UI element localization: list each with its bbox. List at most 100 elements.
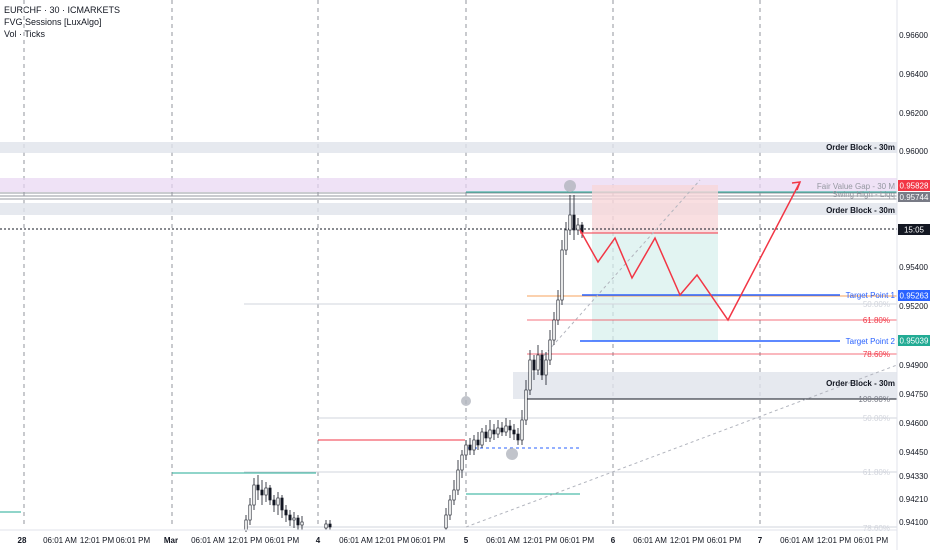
candle-body (276, 497, 280, 506)
time-label: 06:01 AM (191, 536, 225, 545)
time-label: 12:01 PM (523, 536, 558, 545)
order-block-low-zone (513, 372, 897, 399)
time-label: 06:01 AM (780, 536, 814, 545)
current-price-value: 0.95828 (900, 182, 929, 191)
time-label: 5 (464, 536, 469, 545)
symbol-title[interactable]: EURCHF · 30 · ICMARKETS (4, 5, 121, 15)
candle-body (280, 497, 284, 511)
candle-body (324, 523, 328, 529)
candle-body (540, 354, 544, 376)
projection-arrow-head (791, 181, 802, 191)
fib-50-top-label: 50.00% (863, 300, 890, 309)
candle-body (268, 487, 272, 501)
time-label: 06:01 AM (43, 536, 77, 545)
candle-body (476, 439, 480, 446)
fvg-label: Fair Value Gap - 30 M (817, 182, 895, 191)
candle-body (444, 514, 448, 529)
time-label: Mar (164, 536, 178, 545)
swing-marker-low (506, 448, 518, 460)
price-tick: 0.94900 (899, 361, 928, 370)
time-label: 12:01 PM (817, 536, 852, 545)
indicator-title[interactable]: FVG Sessions [LuxAlgo] (4, 17, 102, 27)
candle-body (328, 523, 332, 528)
fib-lines (244, 295, 897, 528)
order-block-mid-label: Order Block - 30m (826, 206, 895, 215)
price-tick: 0.94450 (899, 448, 928, 457)
price-tick: 0.96000 (899, 147, 928, 156)
candle-body (580, 224, 584, 233)
fib-50-low-label: 50.00% (863, 414, 890, 423)
time-label: 06:01 PM (707, 536, 742, 545)
price-tick: 0.94600 (899, 419, 928, 428)
fib-786-low-label: 78.60% (863, 524, 890, 533)
candle-body (548, 339, 552, 361)
countdown-value: 15:05 (904, 226, 925, 235)
candle-body (448, 499, 452, 516)
projection-path[interactable] (579, 181, 801, 322)
time-label: 06:01 AM (633, 536, 667, 545)
target2-price-tag (898, 335, 930, 346)
time-label: 12:01 PM (80, 536, 115, 545)
target-point-1-label[interactable]: Target Point 1 (846, 291, 896, 300)
candle-body (264, 487, 268, 496)
trend-line-dashed (465, 364, 898, 528)
candle-body (552, 319, 556, 341)
candle-body (496, 427, 500, 435)
trend-line-dashed-2 (539, 179, 701, 361)
swing-high-marker (564, 180, 576, 192)
chart-legend: EURCHF · 30 · ICMARKETS FVG Sessions [Lu… (4, 4, 120, 40)
candle-body (460, 454, 464, 471)
candle-body (452, 489, 456, 501)
time-label: 7 (758, 536, 763, 545)
time-label: 12:01 PM (228, 536, 263, 545)
time-label: 06:01 PM (116, 536, 151, 545)
time-label: 06:01 PM (411, 536, 446, 545)
candle-body (252, 484, 256, 506)
time-label: 4 (316, 536, 321, 545)
price-tick: 0.94100 (899, 518, 928, 527)
price-axis[interactable]: 0.96600 0.96400 0.96200 0.96000 0.95400 … (896, 0, 930, 550)
countdown-tag (898, 224, 930, 235)
candle-body (576, 224, 580, 231)
time-label: 12:01 PM (375, 536, 410, 545)
candle-body (500, 427, 504, 433)
candle-body (296, 517, 300, 526)
time-axis[interactable]: 28 06:01 AM 12:01 PM 06:01 PM Mar 06:01 AM 12:… (0, 529, 897, 545)
candle-body (492, 429, 496, 435)
candle-body (516, 433, 520, 441)
candle-body (300, 521, 304, 526)
candle-body (484, 431, 488, 439)
order-block-mid-zone (0, 203, 897, 215)
fib-618-low-label: 61.80% (863, 468, 890, 477)
price-tick: 0.96200 (899, 109, 928, 118)
time-label: 28 (18, 536, 27, 545)
candle-body (256, 484, 260, 491)
swing-high-lines (0, 191, 897, 200)
target2-price-value: 0.95039 (900, 337, 929, 346)
candle-body (536, 354, 540, 371)
candle-body (556, 299, 560, 321)
time-label: 06:01 AM (339, 536, 373, 545)
long-position-zone[interactable] (592, 233, 718, 341)
candle-body (508, 425, 512, 431)
candle-body (456, 469, 460, 491)
time-label: 12:01 PM (670, 536, 705, 545)
time-label: 6 (611, 536, 616, 545)
candle-body (504, 425, 508, 433)
swing-label: Swing High - Liqq (832, 190, 895, 199)
candle-body (248, 504, 252, 521)
candle-body (480, 431, 484, 446)
candle-body (572, 214, 576, 231)
candle-body (260, 489, 264, 496)
price-tick: 0.94330 (899, 472, 928, 481)
candle-body (532, 359, 536, 371)
candle-body (568, 214, 572, 231)
volume-title[interactable]: Vol · Ticks (4, 29, 46, 39)
target-point-2-label[interactable]: Target Point 2 (846, 337, 896, 346)
short-position-zone[interactable] (592, 185, 718, 233)
candle-body (544, 359, 548, 376)
price-tick: 0.96600 (899, 31, 928, 40)
fib-100-label: 100.00% (858, 395, 890, 404)
candle-body (288, 514, 292, 521)
